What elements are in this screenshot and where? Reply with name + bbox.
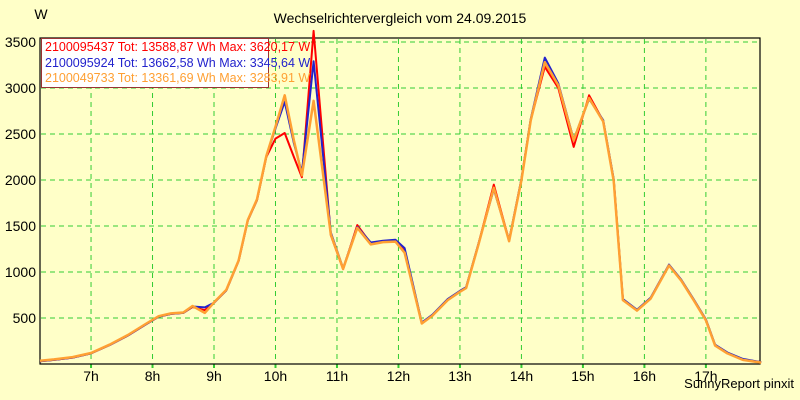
x-tick-label: 17h <box>694 368 717 384</box>
y-tick-label: 3500 <box>5 34 36 50</box>
x-tick-label: 11h <box>326 368 348 384</box>
x-tick-label: 15h <box>571 368 594 384</box>
legend-box: 2100095437 Tot: 13588,87 Wh Max: 3620,17… <box>41 38 311 88</box>
x-tick-label: 9h <box>206 368 222 384</box>
y-tick-label: 3000 <box>5 80 36 96</box>
legend-entry-inverter-1: 2100095437 Tot: 13588,87 Wh Max: 3620,17… <box>45 40 311 54</box>
plot-border <box>39 37 761 365</box>
series-line-2100095924 <box>39 56 762 364</box>
x-tick-label: 8h <box>145 368 161 384</box>
x-tick-label: 14h <box>510 368 533 384</box>
y-tick-label: 1000 <box>5 264 36 280</box>
legend-entry-inverter-3: 2100049733 Tot: 13361,69 Wh Max: 3283,91… <box>45 71 311 85</box>
series-line-2100049733 <box>39 60 762 364</box>
x-tick-label: 12h <box>387 368 410 384</box>
x-tick-label: 7h <box>83 368 99 384</box>
chart-title: Wechselrichtervergleich vom 24.09.2015 <box>273 10 527 26</box>
x-tick-label: 13h <box>448 368 471 384</box>
x-tick-label: 16h <box>633 368 656 384</box>
y-tick-label: 1500 <box>5 218 36 234</box>
x-tick-label: 10h <box>264 368 287 384</box>
y-axis-unit-label: W <box>34 6 48 22</box>
watermark-label: SunnyReport pinxit <box>684 376 794 391</box>
y-tick-label: 2500 <box>5 126 36 142</box>
y-tick-label: 500 <box>13 310 37 326</box>
y-tick-label: 2000 <box>5 172 36 188</box>
legend-entry-inverter-2: 2100095924 Tot: 13662,58 Wh Max: 3345,64… <box>45 55 311 70</box>
